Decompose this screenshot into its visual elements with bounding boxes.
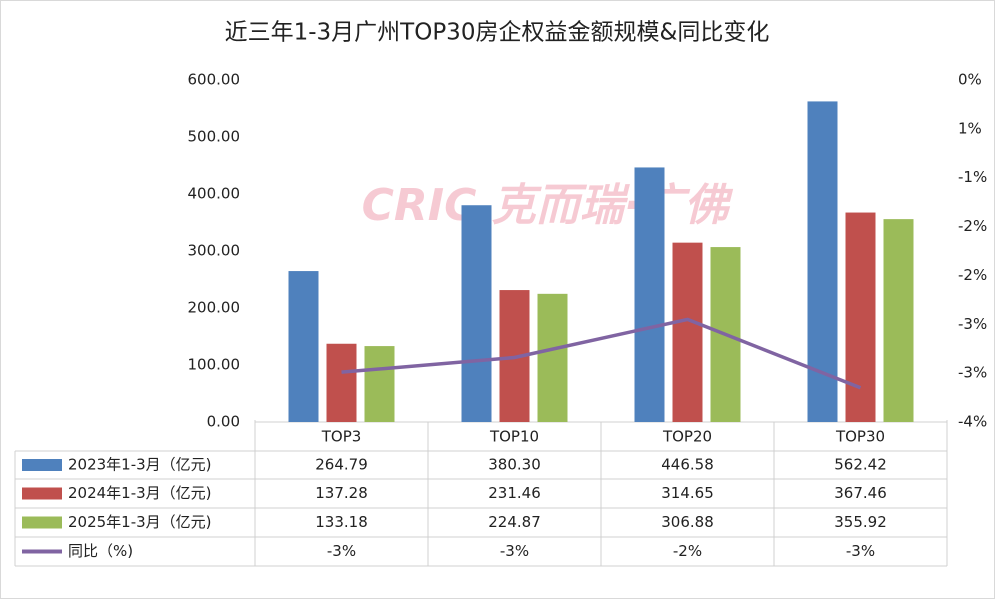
bar	[461, 205, 492, 422]
table-value: -3%	[846, 542, 875, 560]
y-tick-label: 100.00	[188, 356, 241, 374]
bar	[672, 242, 703, 422]
y-tick-label: 500.00	[188, 128, 241, 146]
table-value: 224.87	[488, 513, 541, 531]
bar	[537, 293, 568, 422]
y-tick-label: 600.00	[188, 71, 241, 89]
x-tick-label: TOP10	[489, 428, 539, 446]
bar	[883, 219, 914, 422]
legend-label: 2023年1-3月（亿元)	[68, 456, 212, 474]
y2-tick-label: -2%	[958, 266, 987, 284]
legend-swatch	[22, 487, 62, 500]
legend-label: 2024年1-3月（亿元)	[68, 484, 212, 502]
y2-tick-label: -2%	[958, 217, 987, 235]
table-value: 314.65	[661, 484, 714, 502]
bar	[288, 271, 319, 422]
table-value: 367.46	[834, 484, 887, 502]
chart-title: 近三年1-3月广州TOP30房企权益金额规模&同比变化	[225, 20, 770, 46]
y-tick-label: 200.00	[188, 299, 241, 317]
x-tick-label: TOP30	[835, 428, 885, 446]
x-tick-label: TOP20	[662, 428, 712, 446]
legend-label: 2025年1-3月（亿元)	[68, 513, 212, 531]
bar	[845, 212, 876, 422]
watermark: CRIC 克而瑞·广佛	[362, 180, 734, 231]
legend-swatch	[22, 516, 62, 529]
table-value: -2%	[673, 542, 702, 560]
line	[341, 317, 862, 390]
table-value: -3%	[500, 542, 529, 560]
y-tick-label: 300.00	[188, 242, 241, 260]
x-tick-label: TOP3	[321, 428, 362, 446]
table-value: 446.58	[661, 456, 714, 474]
y2-tick-label: 0%	[958, 71, 982, 89]
table-value: 264.79	[315, 456, 368, 474]
table-value: 355.92	[834, 513, 887, 531]
y2-tick-label: 1%	[958, 119, 982, 137]
table-value: 133.18	[315, 513, 368, 531]
table-value: 562.42	[834, 456, 887, 474]
y2-tick-label: -4%	[958, 413, 987, 431]
y-tick-label: 0.00	[207, 413, 240, 431]
bar	[634, 167, 665, 422]
bar	[364, 346, 395, 422]
y2-tick-label: -1%	[958, 168, 987, 186]
table-value: 380.30	[488, 456, 541, 474]
y2-tick-label: -3%	[958, 364, 987, 382]
table-value: 137.28	[315, 484, 368, 502]
table-value: 306.88	[661, 513, 714, 531]
bar	[326, 343, 357, 422]
y2-tick-label: -3%	[958, 315, 987, 333]
y-tick-label: 400.00	[188, 185, 241, 203]
legend-swatch	[22, 459, 62, 471]
table-value: -3%	[327, 542, 356, 560]
legend-label: 同比（%)	[68, 542, 133, 560]
table-value: 231.46	[488, 484, 541, 502]
